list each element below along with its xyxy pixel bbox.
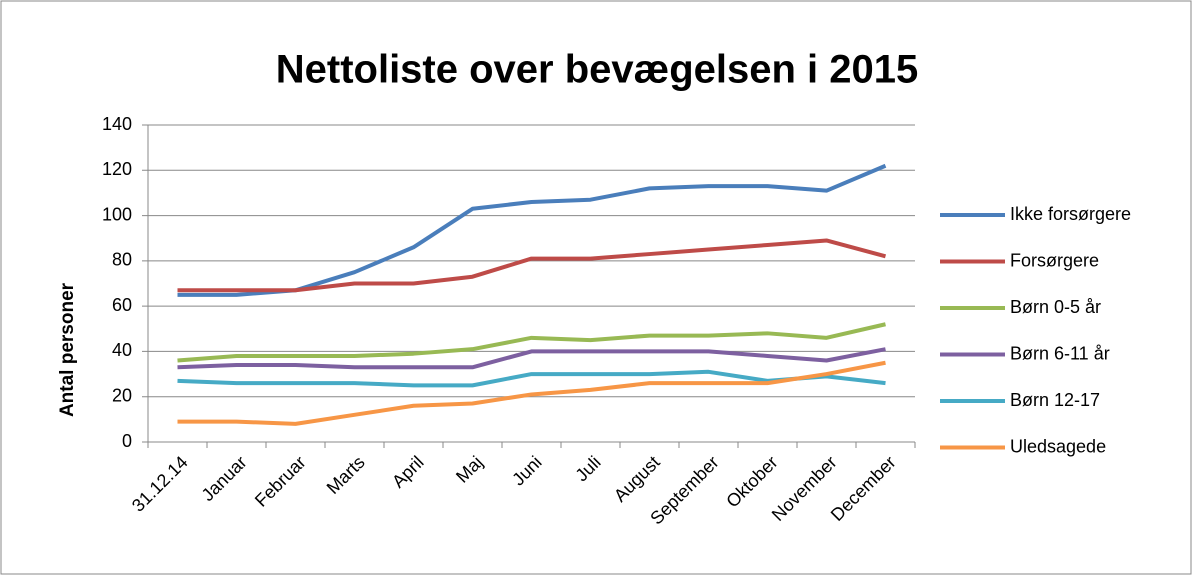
y-tick-label: 60 <box>112 295 132 315</box>
y-tick-label: 20 <box>112 385 132 405</box>
legend-label: Forsørgere <box>1010 250 1099 270</box>
legend-label: Børn 12-17 <box>1010 390 1100 410</box>
legend-label: Ikke forsørgere <box>1010 204 1131 224</box>
series-line <box>177 238 887 293</box>
chart-title: Nettoliste over bevægelsen i 2015 <box>276 48 919 92</box>
series-line <box>177 369 886 388</box>
y-tick-label: 80 <box>112 250 132 270</box>
y-tick-label: 100 <box>102 204 132 224</box>
legend-label: Uledsagede <box>1010 436 1106 456</box>
legend-label: Børn 6-11 år <box>1010 343 1110 363</box>
legend-label: Børn 0-5 år <box>1010 297 1101 317</box>
y-tick-label: 140 <box>102 114 132 134</box>
y-tick-label: 40 <box>112 340 132 360</box>
series-line <box>177 322 886 363</box>
y-axis-label: Antal personer <box>57 282 78 417</box>
y-tick-label: 0 <box>122 431 132 451</box>
series-line <box>177 360 886 426</box>
y-tick-label: 120 <box>102 159 132 179</box>
series-line <box>177 347 886 370</box>
